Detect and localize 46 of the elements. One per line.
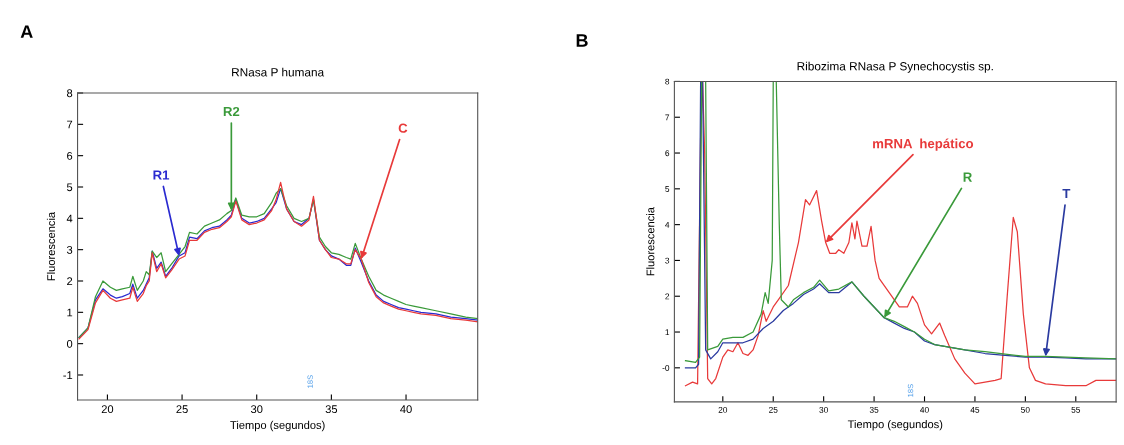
y-tick-label: 0 bbox=[66, 339, 73, 348]
y-tick-label: 6 bbox=[665, 150, 670, 157]
x-tick-label: 55 bbox=[1071, 407, 1081, 413]
x-tick-label: 40 bbox=[400, 405, 412, 414]
text: A bbox=[20, 25, 33, 38]
y-tick-label: 7 bbox=[67, 120, 73, 129]
y-tick-label: 5 bbox=[66, 183, 73, 192]
chart-title: Ribozima RNasa P Synechocystis sp. bbox=[797, 61, 993, 73]
x-tick-label: 25 bbox=[769, 406, 778, 413]
y-tick-label: 2 bbox=[67, 277, 73, 286]
y-tick-label: 7 bbox=[665, 114, 670, 121]
y-tick-label: 4 bbox=[665, 221, 670, 228]
x-axis-title: Tiempo (segundos) bbox=[230, 420, 325, 432]
x-tick-label: 30 bbox=[819, 406, 828, 413]
text: B bbox=[576, 34, 588, 47]
x-tick-label: 50 bbox=[1021, 406, 1030, 413]
x-tick-label: 45 bbox=[970, 407, 980, 413]
annotation: T bbox=[1062, 189, 1071, 199]
annotation: mRNA hepático bbox=[873, 138, 974, 151]
y-tick-label: 5 bbox=[665, 186, 670, 192]
x-tick-label: 30 bbox=[250, 405, 263, 414]
y-tick-label: 6 bbox=[67, 151, 73, 160]
y-tick-label: -1 bbox=[63, 371, 73, 380]
x-tick-label: 20 bbox=[718, 406, 728, 413]
y-tick-label: 3 bbox=[665, 257, 670, 264]
y-axis-title: Fluorescencia bbox=[646, 207, 655, 276]
x-tick-label: 35 bbox=[869, 406, 879, 413]
y-axis-title: Fluorescencia bbox=[46, 211, 56, 281]
annotation: R2 bbox=[223, 106, 240, 117]
y-tick-label: 1 bbox=[665, 329, 670, 336]
annotation: C bbox=[398, 123, 408, 133]
y-tick-label: 3 bbox=[66, 245, 73, 254]
x-tick-label: 20 bbox=[101, 405, 114, 414]
y-tick-label: 1 bbox=[67, 308, 73, 317]
y-tick-label: 2 bbox=[665, 293, 670, 300]
x-tick-label: 35 bbox=[325, 405, 338, 414]
x-tick-label: 25 bbox=[176, 405, 188, 414]
y-tick-label: -0 bbox=[662, 365, 670, 371]
annotation: R bbox=[963, 172, 972, 182]
x-axis-title: Tiempo (segundos) bbox=[847, 420, 943, 431]
y-tick-label: 4 bbox=[66, 214, 73, 223]
x-tick-label: 40 bbox=[920, 406, 929, 413]
chart-title: RNasa P humana bbox=[232, 67, 325, 77]
y-tick-label: 8 bbox=[665, 78, 670, 85]
annotation: R1 bbox=[153, 170, 170, 180]
y-tick-label: 8 bbox=[67, 89, 73, 98]
